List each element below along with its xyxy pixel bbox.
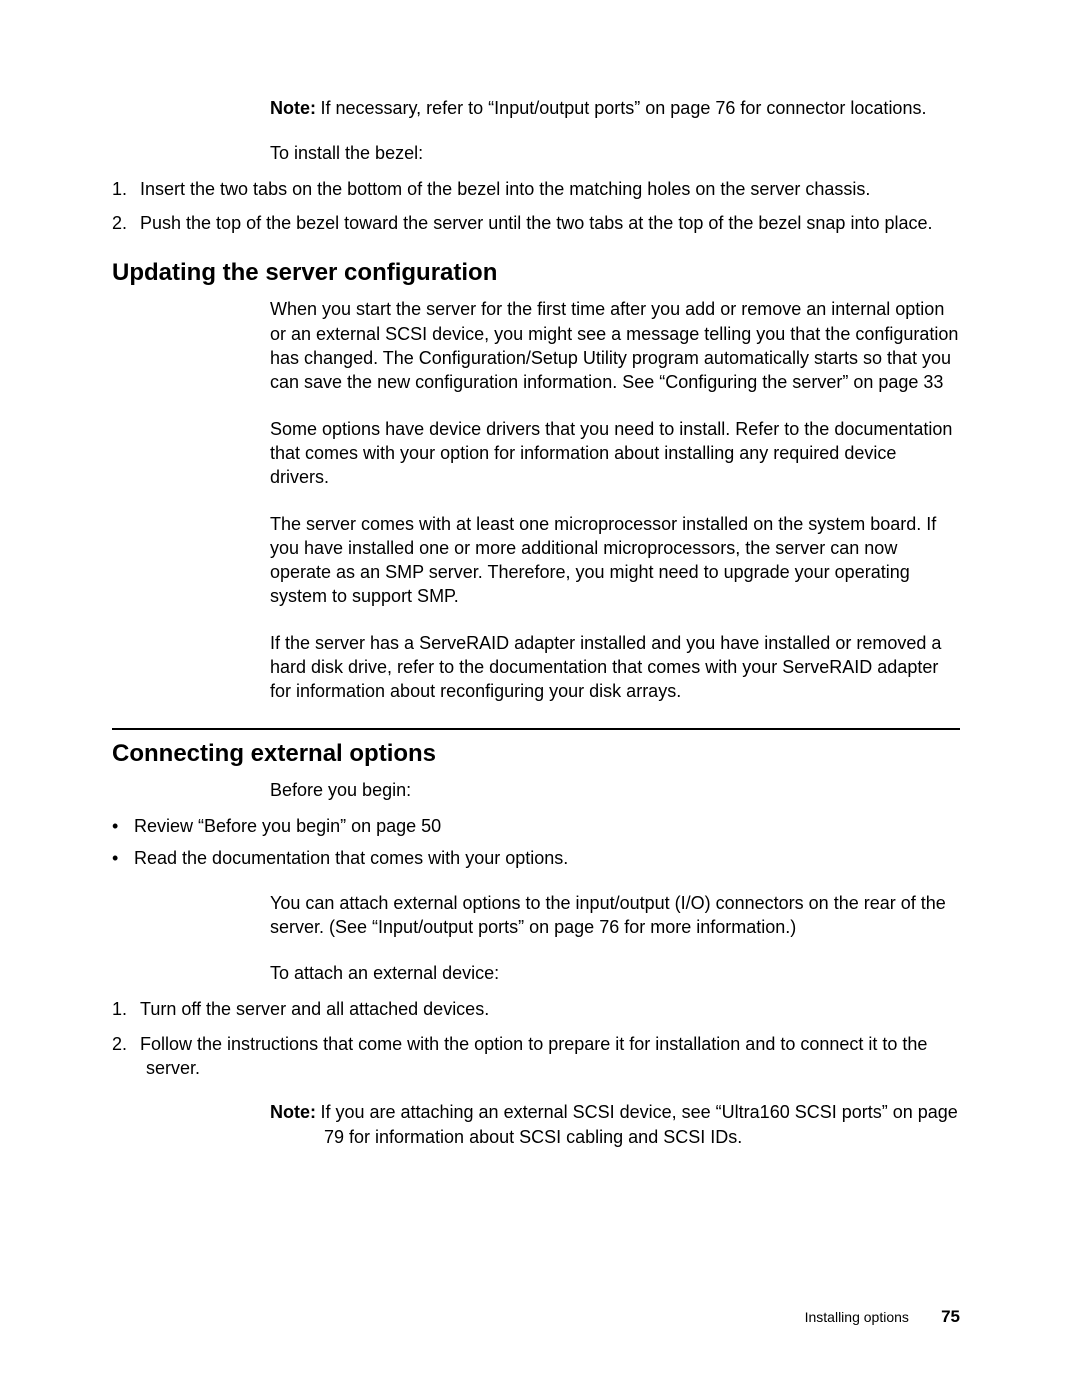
bullet-text: Review “Before you begin” on page 50: [134, 816, 441, 836]
note-scsi: Note: If you are attaching an external S…: [270, 1100, 960, 1149]
paragraph: Before you begin:: [270, 778, 960, 802]
list-item: Read the documentation that comes with y…: [112, 846, 960, 870]
paragraph: The server comes with at least one micro…: [270, 512, 960, 609]
before-begin-list: Review “Before you begin” on page 50 Rea…: [112, 814, 960, 871]
heading-connecting-external-options: Connecting external options: [112, 728, 960, 768]
bullet-text: Read the documentation that comes with y…: [134, 848, 568, 868]
step-text: Insert the two tabs on the bottom of the…: [140, 179, 870, 199]
list-item: 1.Turn off the server and all attached d…: [112, 997, 960, 1021]
paragraph: You can attach external options to the i…: [270, 891, 960, 940]
note-label: Note:: [270, 1102, 316, 1122]
footer-page-number: 75: [941, 1307, 960, 1326]
paragraph: Some options have device drivers that yo…: [270, 417, 960, 490]
page-content: Note: If necessary, refer to “Input/outp…: [0, 0, 1080, 1150]
note-text: If necessary, refer to “Input/output por…: [320, 98, 926, 118]
list-item: Review “Before you begin” on page 50: [112, 814, 960, 838]
paragraph: When you start the server for the first …: [270, 297, 960, 394]
note-text: If you are attaching an external SCSI de…: [320, 1102, 957, 1147]
note-label: Note:: [270, 98, 316, 118]
attach-device-steps: 1.Turn off the server and all attached d…: [112, 997, 960, 1080]
list-item: 2.Follow the instructions that come with…: [112, 1032, 960, 1081]
step-text: Turn off the server and all attached dev…: [140, 999, 489, 1019]
paragraph: To attach an external device:: [270, 961, 960, 985]
heading-updating-server-config: Updating the server configuration: [112, 259, 960, 287]
paragraph: If the server has a ServeRAID adapter in…: [270, 631, 960, 704]
list-item: 2.Push the top of the bezel toward the s…: [112, 211, 960, 235]
bezel-intro: To install the bezel:: [270, 141, 960, 165]
step-text: Follow the instructions that come with t…: [140, 1034, 927, 1078]
footer-chapter: Installing options: [805, 1309, 909, 1325]
step-text: Push the top of the bezel toward the ser…: [140, 213, 933, 233]
page-footer: Installing options 75: [805, 1307, 960, 1327]
note-connector-locations: Note: If necessary, refer to “Input/outp…: [270, 96, 960, 121]
list-item: 1.Insert the two tabs on the bottom of t…: [112, 177, 960, 201]
bezel-steps: 1.Insert the two tabs on the bottom of t…: [112, 177, 960, 236]
